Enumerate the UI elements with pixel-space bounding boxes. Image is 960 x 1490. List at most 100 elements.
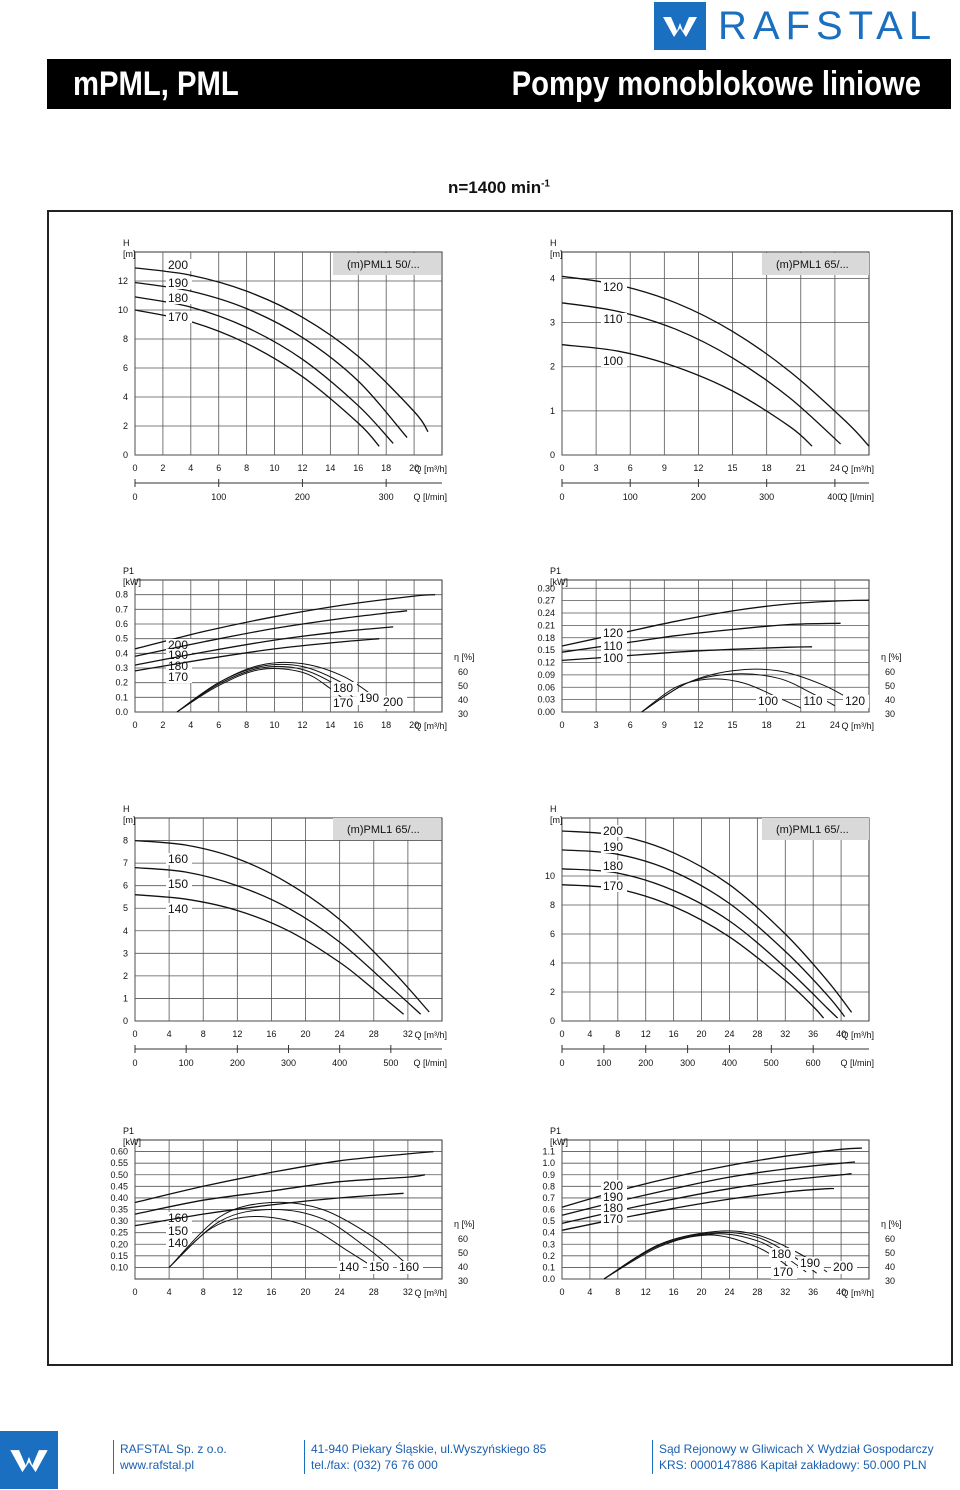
y-tick-label: 0.8 [542,1181,555,1191]
x-axis-label: Q [m³/h] [414,464,447,474]
y-tick-label: 0.3 [542,1239,555,1249]
y-tick-label: 1.0 [542,1158,555,1168]
x-tick-label: 18 [381,720,391,730]
efficiency-label-bg [771,1266,797,1279]
efficiency-curve-160 [168,1201,409,1268]
eta-tick-label: 60 [458,1234,468,1244]
y-tick-label: 8 [550,900,555,910]
x-tick-label: 12 [297,463,307,473]
x-tick-label: 0 [559,720,564,730]
y-tick-label: 4 [550,958,555,968]
curve-label-150: 150 [168,877,188,891]
flow-tick-label: 100 [596,1058,611,1068]
y-tick-label: 0.0 [115,707,128,717]
chart-3: P1[kW] 0.0 0.1 0.2 0.3 0.4 0.5 0.6 0.7 0.8 0 2 4 6 8 10… [115,566,474,731]
y-tick-label: 0.7 [115,604,128,614]
y-tick-label: 0.2 [542,1251,555,1261]
y-axis-label: P1 [550,1126,561,1136]
x-tick-label: 20 [697,1029,707,1039]
x-tick-label: 9 [662,463,667,473]
curve-label-110: 110 [603,639,622,653]
company-website[interactable]: www.rafstal.pl [120,1458,195,1472]
flow-tick-label: 200 [230,1058,245,1068]
x-tick-label: 28 [752,1287,762,1297]
x-tick-label: 8 [201,1287,206,1297]
chart-title: (m)PML1 65/... [776,824,849,836]
y-axis-label: H [550,238,557,248]
eta-tick-label: 60 [458,667,468,677]
y-tick-label: 0.4 [542,1228,555,1238]
eta-axis-label: η [%] [454,652,475,662]
y-axis-unit: [m] [550,249,563,259]
curve-190 [134,281,408,439]
y-tick-label: 0.21 [537,620,555,630]
court-registry: Sąd Rejonowy w Gliwicach X Wydział Gospo… [659,1442,934,1456]
y-tick-label: 0.30 [110,1216,128,1226]
eta-tick-label: 30 [458,1276,468,1286]
footer-address: 41-940 Piekary Śląskie, ul.Wyszyńskiego … [311,1441,546,1473]
eta-axis-label: η [%] [454,1219,475,1229]
chart-title-box [762,818,869,840]
y-tick-label: 0.40 [110,1193,128,1203]
y-axis-unit: [m] [123,249,136,259]
x-tick-label: 15 [728,720,738,730]
curve-label-bg [166,1237,192,1249]
curve-label-bg [601,860,627,872]
eta-tick-label: 40 [458,695,468,705]
x-tick-label: 9 [662,720,667,730]
company-phone: tel./fax: (032) 76 76 000 [311,1458,438,1472]
curve-160 [134,839,430,1013]
y-tick-label: 0.24 [537,608,555,618]
efficiency-label-200: 200 [383,695,403,709]
curve-label-bg [601,880,627,892]
eta-tick-label: 30 [885,709,895,719]
x-tick-label: 4 [587,1287,592,1297]
efficiency-label-bg [331,682,357,695]
x-tick-label: 2 [160,720,165,730]
charts-frame [47,210,953,1366]
flow-tick-label: 200 [295,492,310,502]
x-tick-label: 6 [216,463,221,473]
efficiency-curve-170 [176,668,352,713]
efficiency-label-170: 170 [333,696,353,710]
y-tick-label: 1.1 [542,1147,555,1157]
curve-label-bg [601,841,627,853]
efficiency-label-200: 200 [833,1260,853,1274]
y-tick-label: 0.15 [110,1251,128,1261]
efficiency-label-bg [397,1261,423,1274]
x-tick-label: 24 [724,1287,734,1297]
efficiency-curve-110 [641,673,836,713]
y-axis-label: P1 [123,566,134,576]
curve-200 [134,267,429,433]
y-tick-label: 4 [550,273,555,283]
krs-capital: KRS: 0000147886 Kapitał zakładowy: 50.00… [659,1458,927,1472]
y-tick-label: 0.3 [115,663,128,673]
y-tick-label: 0.60 [110,1147,128,1157]
curve-140 [134,1192,404,1227]
y-tick-label: 0.8 [115,590,128,600]
y-tick-label: 10 [545,871,555,881]
x-tick-label: 6 [628,720,633,730]
x-tick-label: 0 [559,1029,564,1039]
y-tick-label: 0 [123,1016,128,1026]
y-tick-label: 0.1 [115,692,128,702]
x-tick-label: 20 [409,463,419,473]
x-tick-label: 12 [232,1029,242,1039]
x-tick-label: 10 [270,720,280,730]
x-tick-label: 20 [301,1287,311,1297]
y-axis-label: P1 [123,1126,134,1136]
product-code-title: mPML, PML [73,64,239,103]
curve-label-bg [601,640,627,652]
y-tick-label: 0.2 [115,678,128,688]
eta-tick-label: 30 [458,709,468,719]
curve-label-bg [601,281,627,293]
flow-tick-label: 400 [827,492,842,502]
y-tick-label: 0.06 [537,682,555,692]
company-name: RAFSTAL Sp. z o.o. [120,1442,227,1456]
y-axis-label: H [123,238,130,248]
brand-name: RAFSTAL [718,3,938,48]
y-tick-label: 0.55 [110,1158,128,1168]
efficiency-label-bg [756,695,782,708]
x-axis-label: Q [m³/h] [841,1288,874,1298]
